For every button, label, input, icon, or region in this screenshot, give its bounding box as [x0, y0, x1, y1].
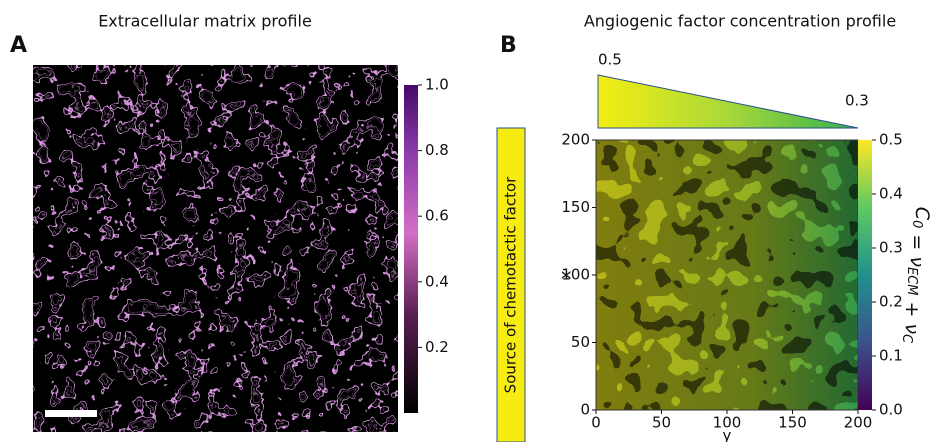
x-axis-label: y	[723, 427, 732, 442]
source-label: Source of chemotactic factor	[502, 176, 520, 393]
y-tick-label: 200	[561, 131, 590, 149]
colorbar-tick-label: 0.6	[425, 207, 449, 225]
colorbar-tick-label: 0.2	[879, 293, 903, 311]
label-subscript: ECM	[905, 267, 920, 296]
colorbar-tick-label: 0.3	[879, 239, 903, 257]
gradient-label: 0.3	[845, 92, 869, 110]
panel-title: Angiogenic factor concentration profile	[584, 12, 896, 31]
scale-bar	[45, 410, 97, 417]
gradient-label: 0.5	[598, 51, 622, 69]
y-tick-label: 0	[580, 401, 590, 419]
x-tick-label: 0	[591, 414, 601, 432]
x-tick-label: 150	[778, 414, 807, 432]
y-tick-label: 100	[561, 266, 590, 284]
panel-title: Extracellular matrix profile	[98, 12, 312, 31]
colorbar	[404, 85, 418, 413]
colorbar-tick-label: 0.4	[425, 272, 449, 290]
colorbar-tick-label: 0.4	[879, 185, 903, 203]
panel-letter: B	[500, 33, 517, 58]
x-tick-label: 100	[713, 414, 742, 432]
x-tick-label: 200	[844, 414, 873, 432]
panel-letter: A	[10, 33, 27, 58]
gradient-triangle	[597, 74, 859, 129]
colorbar-tick-label: 0.8	[425, 141, 449, 159]
ecm-texture	[33, 65, 398, 432]
concentration-texture	[596, 140, 858, 410]
label-subscript: 0	[910, 220, 925, 228]
y-tick-label: 50	[571, 333, 590, 351]
source-box	[496, 127, 526, 442]
label-subscript: C	[900, 334, 915, 344]
colorbar-tick-label: 0.0	[879, 401, 903, 419]
y-tick-label: 150	[561, 198, 590, 216]
colorbar-tick-label: 1.0	[425, 76, 449, 94]
label-text: = ν	[907, 228, 929, 267]
colorbar-tick-label: 0.2	[425, 338, 449, 356]
colorbar	[858, 140, 872, 410]
colorbar-tick-label: 0.5	[879, 131, 903, 149]
y-axis-label: x	[557, 270, 575, 279]
colorbar-label: C0 = νECM + νC	[900, 207, 934, 344]
x-tick-label: 50	[652, 414, 671, 432]
label-text: + ν	[902, 296, 924, 335]
colorbar-tick-label: 0.1	[879, 347, 903, 365]
label-text: C	[912, 207, 934, 221]
